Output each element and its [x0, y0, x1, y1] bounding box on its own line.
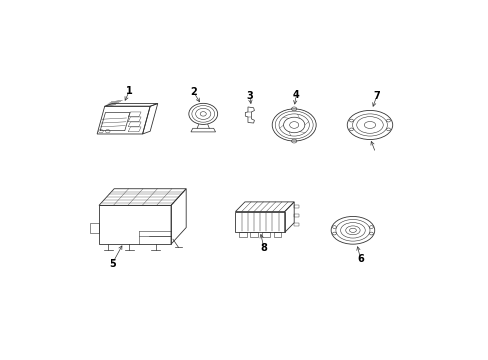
Text: 5: 5: [109, 258, 116, 269]
Text: 2: 2: [190, 87, 197, 97]
Text: 8: 8: [260, 243, 267, 253]
Text: 6: 6: [356, 253, 363, 264]
Text: 3: 3: [246, 91, 253, 101]
Text: 7: 7: [373, 91, 379, 101]
Text: 4: 4: [292, 90, 299, 100]
Text: 1: 1: [126, 86, 132, 96]
